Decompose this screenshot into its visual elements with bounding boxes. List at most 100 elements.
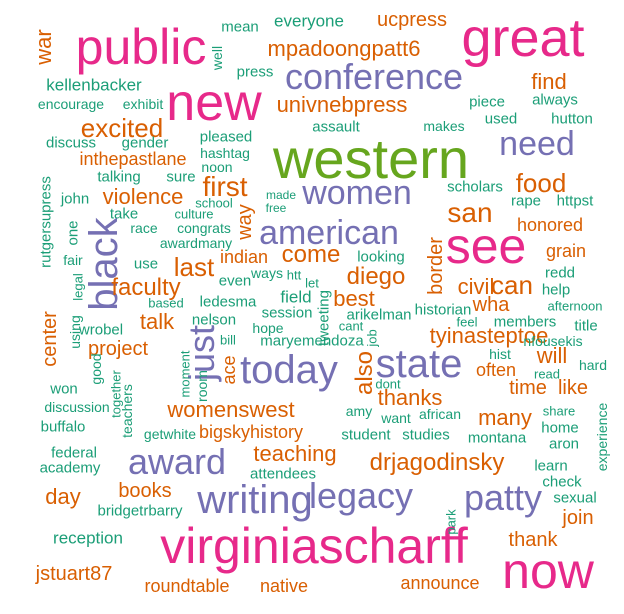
word-see: see (445, 218, 527, 274)
word-httpst: httpst (556, 192, 594, 210)
word-indian: indian (219, 247, 269, 267)
word-discussion: discussion (44, 399, 110, 415)
word-good: good (88, 353, 104, 385)
word-afternoon: afternoon (547, 298, 603, 314)
word-field: field (280, 287, 312, 307)
word-need: need (499, 125, 575, 163)
word-books: books (118, 480, 172, 502)
word-sure: sure (166, 168, 196, 186)
word-today: today (240, 348, 338, 392)
word-piece: piece (469, 93, 505, 111)
word-share: share (542, 403, 576, 419)
word-reception: reception (53, 528, 123, 548)
word-rape: rape (510, 192, 542, 210)
word-award: award (127, 441, 227, 482)
word-title: title (574, 317, 598, 335)
word-honored: honored (516, 215, 584, 235)
word-arikelman: arikelman (346, 306, 412, 324)
word-maryemendoza: maryemendoza (260, 332, 364, 350)
word-scholars: scholars (447, 178, 503, 196)
word-many: many (478, 405, 532, 430)
word-new: new (166, 74, 262, 132)
word-civil: civil (457, 274, 495, 299)
word-ways: ways (251, 265, 283, 281)
word-writing: writing (197, 478, 313, 522)
word-tyinasteptoe: tyinasteptoe (429, 323, 549, 348)
word-cant: cant (338, 318, 364, 334)
word-kellenbacker: kellenbacker (46, 75, 142, 95)
word-amy: amy (345, 403, 373, 419)
word-project: project (87, 338, 149, 360)
word-inthepastlane: inthepastlane (79, 149, 187, 169)
word-looking: looking (357, 248, 405, 266)
word-bridgetrbarry: bridgetrbarry (97, 502, 183, 520)
word-often: often (475, 360, 517, 380)
word-talking: talking (97, 168, 141, 186)
word-studies: studies (402, 426, 450, 444)
word-school: school (195, 195, 233, 211)
word-war: war (31, 29, 56, 65)
word-session: session (261, 304, 313, 322)
word-food: food (515, 168, 567, 198)
word-ace: ace (219, 355, 239, 385)
word-sexual: sexual (553, 489, 597, 507)
word-fair: fair (63, 252, 83, 268)
word-race: race (130, 220, 158, 236)
word-excited: excited (80, 113, 164, 143)
word-announce: announce (400, 573, 480, 593)
word-aron: aron (548, 435, 580, 453)
word-well: well (209, 45, 225, 71)
word-talk: talk (139, 309, 175, 334)
word-moment: moment (177, 350, 193, 398)
word-even: even (218, 272, 252, 290)
word-job: job (364, 329, 380, 347)
word-wha: wha (472, 294, 510, 316)
word-also: also (351, 350, 378, 396)
word-hist: hist (489, 346, 511, 362)
word-hutton: hutton (551, 110, 593, 128)
word-ledesma: ledesma (199, 293, 257, 311)
word-mean: mean (221, 18, 259, 36)
word-made: made (265, 188, 297, 202)
word-hope: hope (252, 320, 284, 336)
word-state: state (375, 342, 463, 386)
word-virginiascharff: virginiascharff (160, 518, 468, 574)
word-ucpress: ucpress (376, 9, 448, 31)
word-can: can (491, 270, 533, 300)
word-always: always (532, 91, 578, 109)
word-african: african (418, 406, 462, 422)
word-congrats: congrats (177, 220, 231, 236)
word-nelson: nelson (191, 311, 237, 329)
word-park: park (443, 509, 459, 535)
word-bigskyhistory: bigskyhistory (198, 422, 304, 442)
word-thanks: thanks (377, 385, 443, 410)
word-mpadoongpatt6: mpadoongpatt6 (267, 36, 421, 61)
word-join: join (562, 507, 594, 529)
word-hashtag: hashtag (200, 145, 250, 161)
word-patty: patty (463, 477, 543, 518)
word-center: center (39, 311, 61, 367)
word-exhibit: exhibit (122, 96, 164, 112)
word-discuss: discuss (45, 134, 97, 152)
word-redd: redd (544, 264, 576, 282)
word-members: members (493, 313, 557, 331)
word-attendees: attendees (250, 465, 316, 483)
word-legacy: legacy (308, 475, 414, 516)
word-pleased: pleased (199, 128, 253, 146)
word-take: take (109, 205, 139, 223)
word-legal: legal (70, 273, 86, 301)
word-grain: grain (545, 241, 587, 261)
word-academy: academy (39, 459, 101, 477)
word-federal: federal (51, 444, 97, 462)
word-will: will (536, 343, 568, 368)
word-htt: htt (286, 267, 302, 283)
word-diego: diego (346, 263, 406, 290)
word-jstuart87: jstuart87 (35, 563, 113, 585)
word-used: used (484, 110, 518, 128)
word-faculty: faculty (111, 274, 181, 301)
word-home: home (541, 419, 579, 437)
word-assault: assault (312, 118, 360, 136)
word-hard: hard (578, 357, 608, 373)
word-find: find (531, 69, 567, 94)
